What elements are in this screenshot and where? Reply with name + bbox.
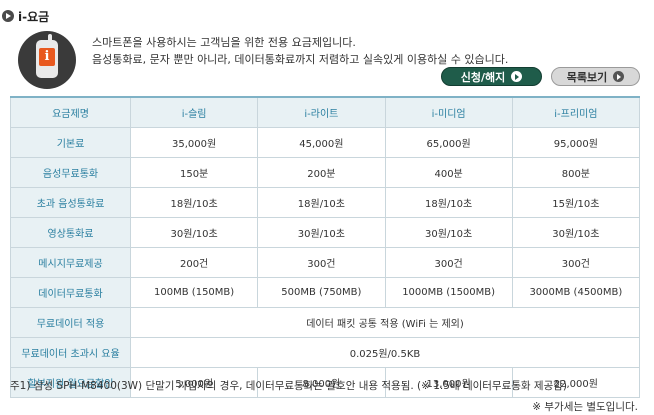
- apply-cancel-button[interactable]: 신청/해지: [441, 67, 542, 86]
- row-label: 음성무료통화: [10, 157, 131, 188]
- table-cell: 18원/10초: [129, 187, 259, 218]
- plan-comparison-table: 요금제명 i-슬림 i-라이트 i-미디엄 i-프리미엄 기본료 35,000원…: [10, 96, 641, 398]
- list-label: 목록보기: [566, 70, 608, 84]
- table-cell: 45,000원: [257, 127, 386, 158]
- table-cell: 500MB (750MB): [257, 277, 386, 308]
- description-line: 스마트폰을 사용하시는 고객님을 위한 전용 요금제입니다.: [92, 36, 356, 49]
- table-cell: 8,000원: [257, 367, 386, 398]
- table-cell: 150분: [129, 157, 259, 188]
- table-cell: 30원/10초: [257, 217, 386, 248]
- list-button[interactable]: 목록보기: [551, 67, 640, 86]
- plan-description: 스마트폰을 사용하시는 고객님을 위한 전용 요금제입니다. 음성통화료, 문자…: [92, 34, 508, 68]
- header-cell: i-미디엄: [384, 96, 513, 128]
- table-cell: 1000MB (1500MB): [384, 277, 513, 308]
- row-label: 데이터무료통화: [10, 277, 131, 308]
- table-cell: 300건: [511, 247, 641, 278]
- row-label: 기본료: [10, 127, 131, 158]
- header-cell: i-슬림: [129, 96, 259, 128]
- play-bullet-icon: [2, 10, 14, 22]
- table-row: 초과 음성통화료 18원/10초 18원/10초 18원/10초 15원/10초: [10, 187, 641, 218]
- footnote: 주1) 삼성 SPH-M8400(3W) 단말기 가입자의 경우, 데이터무료통…: [10, 380, 567, 392]
- table-cell: 18원/10초: [384, 187, 513, 218]
- header-cell: i-프리미엄: [511, 96, 641, 128]
- table-cell-merged: 0.025원/0.5KB: [130, 337, 640, 368]
- table-row: 데이터무료통화 100MB (150MB) 500MB (750MB) 1000…: [10, 277, 641, 308]
- table-cell: 35,000원: [129, 127, 259, 158]
- table-row: 메시지무료제공 200건 300건 300건 300건: [10, 247, 641, 278]
- table-cell: 30원/10초: [511, 217, 641, 248]
- row-label: 초과 음성통화료: [10, 187, 131, 218]
- row-label: 영상통화료: [10, 217, 131, 248]
- row-label: 무료데이터 적용: [10, 307, 131, 338]
- table-cell: 200분: [257, 157, 386, 188]
- table-cell: 400분: [384, 157, 513, 188]
- table-row: 할부지원 월요금할인 5,000원 8,000원 13,000원 22,000원: [10, 367, 641, 398]
- table-cell: 200건: [129, 247, 259, 278]
- table-cell: 13,000원: [384, 367, 513, 398]
- table-cell: 100MB (150MB): [129, 277, 259, 308]
- table-cell: 300건: [257, 247, 386, 278]
- arrow-right-icon: [613, 71, 625, 82]
- table-cell: 15원/10초: [511, 187, 641, 218]
- page-title: i-요금: [18, 9, 50, 24]
- table-row: 영상통화료 30원/10초 30원/10초 30원/10초 30원/10초: [10, 217, 641, 248]
- arrow-right-icon: [511, 71, 523, 82]
- smartphone-info-icon: i: [18, 31, 76, 89]
- table-cell: 3000MB (4500MB): [511, 277, 641, 308]
- table-cell: 300건: [384, 247, 513, 278]
- description-line: 음성통화료, 문자 뿐만 아니라, 데이터통화료까지 저렴하고 실속있게 이용하…: [92, 53, 509, 66]
- vat-note: ※ 부가세는 별도입니다.: [532, 401, 638, 413]
- row-label: 무료데이터 초과시 요율: [10, 337, 131, 368]
- row-label: 메시지무료제공: [10, 247, 131, 278]
- table-cell: 65,000원: [384, 127, 513, 158]
- header-cell: 요금제명: [10, 96, 131, 128]
- table-row: 무료데이터 적용 데이터 패킷 공통 적용 (WiFi 는 제외): [10, 307, 640, 338]
- table-row: 무료데이터 초과시 요율 0.025원/0.5KB: [10, 337, 640, 368]
- apply-cancel-label: 신청/해지: [460, 70, 506, 84]
- table-header-row: 요금제명 i-슬림 i-라이트 i-미디엄 i-프리미엄: [10, 96, 641, 128]
- table-row: 음성무료통화 150분 200분 400분 800분: [10, 157, 641, 188]
- table-cell: 30원/10초: [384, 217, 513, 248]
- row-label: 할부지원 월요금할인: [10, 367, 131, 398]
- table-cell: 95,000원: [511, 127, 641, 158]
- section-title-bar: i-요금: [0, 8, 49, 24]
- header-cell: i-라이트: [257, 96, 386, 128]
- table-row: 기본료 35,000원 45,000원 65,000원 95,000원: [10, 127, 641, 158]
- table-cell: 30원/10초: [129, 217, 259, 248]
- table-cell-merged: 데이터 패킷 공통 적용 (WiFi 는 제외): [130, 307, 640, 338]
- table-cell: 800분: [511, 157, 641, 188]
- table-cell: 22,000원: [511, 367, 641, 398]
- table-cell: 18원/10초: [257, 187, 386, 218]
